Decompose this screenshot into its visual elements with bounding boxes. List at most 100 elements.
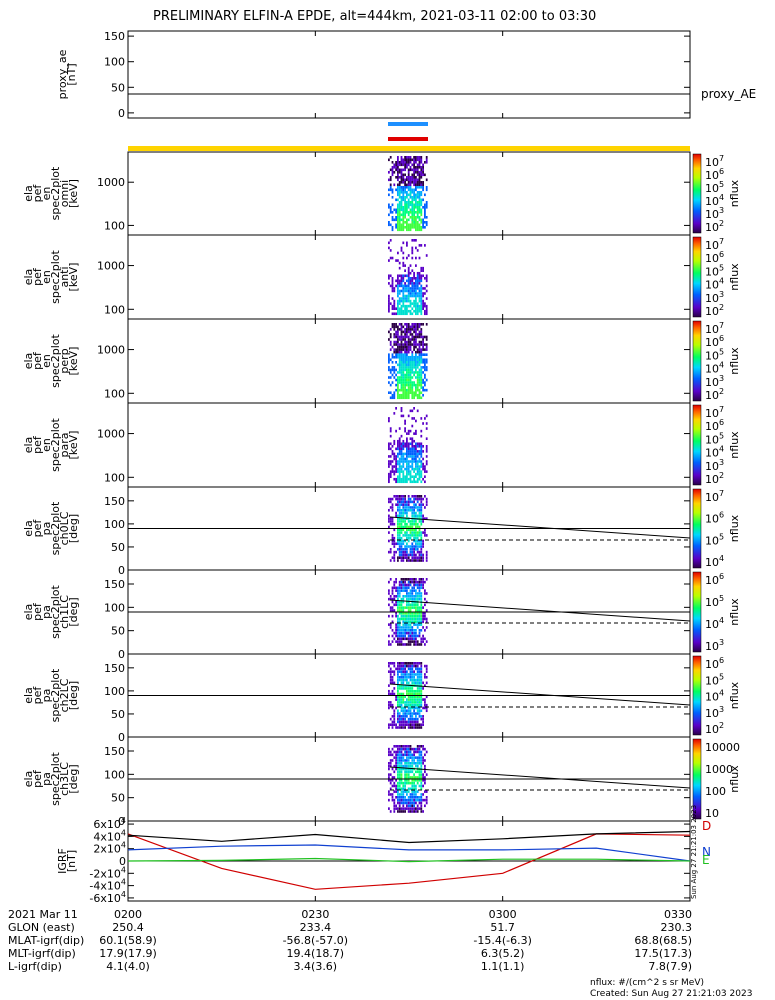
spectrogram-cell (416, 460, 419, 463)
spectrogram-cell (389, 667, 392, 671)
spectrogram-cell (407, 689, 410, 693)
spectrogram-cell (406, 631, 408, 635)
spectrogram-cell (424, 597, 426, 601)
spectrogram-cell (420, 198, 423, 202)
spectrogram-cell (425, 206, 428, 209)
spectrogram-cell (406, 442, 408, 446)
spectrogram-cell (398, 603, 401, 607)
spectrogram-cell (402, 241, 405, 245)
spectrogram-cell (418, 361, 421, 364)
spectrogram-cell (420, 503, 423, 506)
spectrogram-cell (404, 427, 406, 430)
spectrogram-cell (400, 662, 403, 665)
spectrogram-cell (411, 307, 414, 310)
spectrogram-cell (425, 348, 428, 351)
spectrogram-cell (400, 343, 403, 346)
spectrogram-cell (416, 522, 419, 526)
spectrogram-cell (420, 520, 423, 523)
spectrogram-cell (393, 465, 396, 468)
spectrogram-cell (393, 325, 396, 329)
spectrogram-cell (407, 355, 410, 359)
spectrogram-cell (388, 747, 390, 751)
spectrogram-cell (425, 361, 428, 364)
spectrogram-cell (407, 287, 410, 290)
spectrogram-cell (416, 536, 419, 540)
spectrogram-cell (413, 539, 415, 543)
spectrogram-cell (398, 592, 401, 595)
ylabel-pa_ch1LC: ela (22, 604, 35, 621)
spectrogram-cell (397, 376, 399, 379)
spectrogram-cell (415, 216, 417, 219)
spectrogram-cell (395, 188, 397, 192)
spectrogram-cell (404, 208, 406, 212)
spectrogram-cell (397, 455, 399, 458)
spectrogram-cell (404, 556, 406, 560)
spectrogram-cell (400, 355, 403, 359)
spectrogram-cell (413, 550, 415, 554)
spectrogram-cell (406, 781, 408, 785)
spectrogram-cell (418, 340, 421, 344)
spectrogram-cell (415, 239, 417, 242)
spectrogram-cell (415, 330, 417, 334)
spectrogram-cell (416, 810, 419, 813)
spectrogram-cell (389, 675, 392, 679)
spectrogram-cell (404, 712, 406, 715)
spectrogram-cell (418, 350, 421, 354)
spectrogram-cell (400, 470, 403, 473)
spectrogram-cell (398, 517, 401, 520)
spectrogram-cell (409, 368, 412, 372)
spectrogram-cell (395, 595, 397, 598)
spectrogram-cell (411, 664, 414, 668)
spectrogram-cell (420, 687, 423, 690)
spectrogram-cell (391, 597, 394, 601)
spectrogram-cell (420, 703, 423, 707)
spectrogram-cell (393, 302, 396, 305)
spectrogram-cell (424, 309, 426, 313)
spectrogram-cell (398, 698, 401, 701)
spectrogram-cell (395, 348, 397, 351)
spectrogram-cell (393, 536, 396, 540)
colorbar-label: nflux (728, 431, 741, 459)
spectrogram-cell (398, 221, 401, 224)
spectrogram-cell (424, 173, 426, 177)
spectrogram-cell (407, 595, 410, 598)
spectrogram-cell (415, 211, 417, 214)
spectrogram-cell (409, 447, 412, 451)
spectrogram-cell (424, 531, 426, 534)
spectrogram-cell (407, 556, 410, 560)
spectrogram-cell (398, 678, 401, 682)
colorbar-tick: 106 (705, 511, 724, 526)
spectrogram-cell (415, 206, 417, 209)
spectrogram-cell (397, 692, 399, 696)
spectrogram-cell (404, 373, 406, 377)
spectrogram-cell (416, 371, 419, 374)
spectrogram-cell (398, 181, 401, 184)
spectrogram-cell (425, 353, 428, 356)
spectrogram-cell (407, 667, 410, 671)
spectrogram-cell (420, 213, 423, 217)
spectrogram-cell (424, 759, 426, 762)
spectrogram-cell (397, 294, 399, 298)
spectrogram-cell (406, 163, 408, 167)
spectrogram-cell (409, 745, 412, 748)
spectrogram-cell (413, 798, 415, 802)
spectrogram-cell (406, 330, 408, 334)
spectrogram-cell (415, 706, 417, 710)
colorbar-tick: 107 (705, 154, 724, 169)
spectrogram-cell (416, 597, 419, 601)
spectrogram-cell (416, 545, 419, 548)
spectrogram-cell (415, 383, 417, 387)
spectrogram-cell (400, 531, 403, 534)
spectrogram-cell (406, 548, 408, 551)
spectrogram-cell (416, 667, 419, 671)
spectrogram-cell (395, 784, 397, 788)
spectrogram-cell (418, 747, 421, 751)
spectrogram-cell (413, 176, 415, 179)
spectrogram-cell (425, 503, 428, 506)
spectrogram-cell (413, 445, 415, 448)
spectrogram-cell (393, 366, 396, 369)
spectrogram-cell (415, 343, 417, 346)
spectrogram-cell (398, 531, 401, 534)
spectrogram-cell (398, 784, 401, 788)
spectrogram-cell (402, 173, 405, 177)
